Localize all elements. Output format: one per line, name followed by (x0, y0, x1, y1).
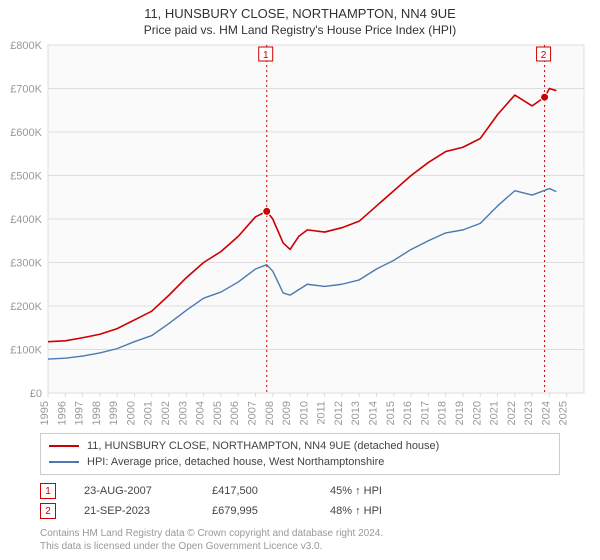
svg-text:2016: 2016 (402, 401, 414, 425)
svg-text:2003: 2003 (177, 401, 189, 425)
sale-row: 2 21-SEP-2023 £679,995 48% ↑ HPI (40, 501, 560, 521)
svg-text:2000: 2000 (125, 401, 137, 425)
footer-line1: Contains HM Land Registry data © Crown c… (40, 527, 560, 540)
svg-text:2005: 2005 (212, 401, 224, 425)
svg-text:2025: 2025 (558, 401, 570, 425)
svg-text:2021: 2021 (489, 401, 501, 425)
svg-text:£600K: £600K (10, 127, 42, 139)
svg-text:2012: 2012 (333, 401, 345, 425)
svg-text:£0: £0 (30, 388, 42, 400)
svg-text:2007: 2007 (246, 401, 258, 425)
svg-text:2022: 2022 (506, 401, 518, 425)
sale-hpi: 48% ↑ HPI (330, 505, 420, 517)
legend: 11, HUNSBURY CLOSE, NORTHAMPTON, NN4 9UE… (40, 433, 560, 475)
svg-text:2002: 2002 (160, 401, 172, 425)
svg-text:2011: 2011 (316, 401, 328, 425)
svg-text:1999: 1999 (108, 401, 120, 425)
svg-text:2010: 2010 (298, 401, 310, 425)
legend-item: HPI: Average price, detached house, West… (49, 454, 551, 470)
svg-text:2015: 2015 (385, 401, 397, 425)
svg-text:2009: 2009 (281, 401, 293, 425)
svg-text:£300K: £300K (10, 258, 42, 270)
svg-text:2001: 2001 (143, 401, 155, 425)
sale-date: 21-SEP-2023 (84, 505, 184, 517)
svg-text:£700K: £700K (10, 84, 42, 96)
footer: Contains HM Land Registry data © Crown c… (40, 527, 560, 553)
sale-date: 23-AUG-2007 (84, 485, 184, 497)
svg-text:2004: 2004 (195, 401, 207, 425)
svg-text:1998: 1998 (91, 401, 103, 425)
svg-text:2024: 2024 (540, 401, 552, 425)
sale-price: £417,500 (212, 485, 302, 497)
sale-badge: 1 (40, 483, 56, 499)
svg-text:2023: 2023 (523, 401, 535, 425)
sale-badge: 2 (40, 503, 56, 519)
svg-text:£500K: £500K (10, 171, 42, 183)
sales-table: 1 23-AUG-2007 £417,500 45% ↑ HPI 2 21-SEP-202… (40, 481, 560, 521)
svg-text:1995: 1995 (39, 401, 51, 425)
svg-text:1997: 1997 (74, 401, 86, 425)
svg-text:2019: 2019 (454, 401, 466, 425)
svg-text:£200K: £200K (10, 301, 42, 313)
svg-text:2014: 2014 (368, 401, 380, 425)
title-block: 11, HUNSBURY CLOSE, NORTHAMPTON, NN4 9UE… (0, 0, 600, 37)
svg-text:1: 1 (263, 50, 269, 61)
svg-text:2013: 2013 (350, 401, 362, 425)
title-subtitle: Price paid vs. HM Land Registry's House … (0, 23, 600, 37)
svg-text:£800K: £800K (10, 40, 42, 52)
svg-text:2008: 2008 (264, 401, 276, 425)
sale-row: 1 23-AUG-2007 £417,500 45% ↑ HPI (40, 481, 560, 501)
footer-line2: This data is licensed under the Open Gov… (40, 540, 560, 553)
svg-text:2018: 2018 (437, 401, 449, 425)
svg-text:2017: 2017 (419, 401, 431, 425)
sale-hpi: 45% ↑ HPI (330, 485, 420, 497)
svg-text:£400K: £400K (10, 214, 42, 226)
legend-item: 11, HUNSBURY CLOSE, NORTHAMPTON, NN4 9UE… (49, 438, 551, 454)
svg-text:1996: 1996 (56, 401, 68, 425)
legend-label: HPI: Average price, detached house, West… (87, 456, 384, 468)
legend-swatch (49, 461, 79, 463)
title-address: 11, HUNSBURY CLOSE, NORTHAMPTON, NN4 9UE (0, 6, 600, 21)
svg-text:2006: 2006 (229, 401, 241, 425)
svg-text:£100K: £100K (10, 345, 42, 357)
legend-swatch (49, 445, 79, 447)
chart-area: £0 £100K £200K £300K £400K £500K £600K £700K £80… (0, 37, 600, 429)
legend-label: 11, HUNSBURY CLOSE, NORTHAMPTON, NN4 9UE… (87, 440, 439, 452)
sale-price: £679,995 (212, 505, 302, 517)
svg-text:2020: 2020 (471, 401, 483, 425)
svg-text:2: 2 (541, 50, 547, 61)
price-chart: £0 £100K £200K £300K £400K £500K £600K £700K £80… (0, 37, 600, 429)
